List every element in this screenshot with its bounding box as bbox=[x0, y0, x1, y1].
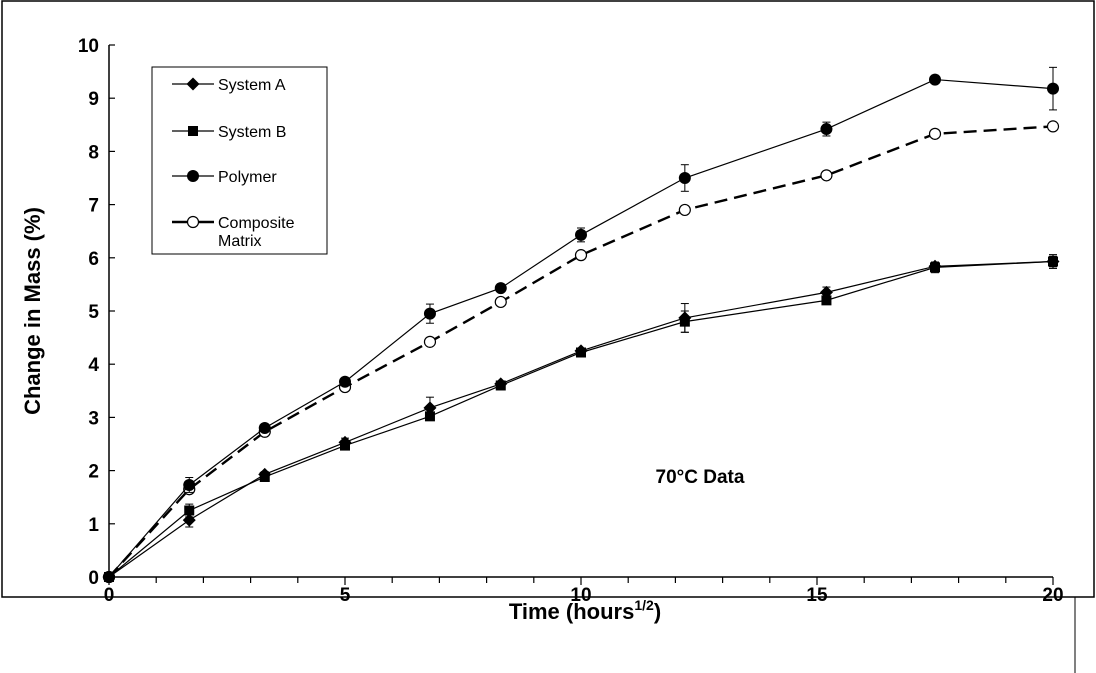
y-tick-label: 10 bbox=[78, 36, 99, 57]
axes: 0 1 2 3 4 5 6 7 8 9 10 0 5 10 15 20 bbox=[78, 36, 1064, 606]
data-point bbox=[821, 295, 832, 306]
legend-item-system-b: System B bbox=[172, 124, 286, 141]
data-point bbox=[928, 127, 942, 140]
data-point bbox=[820, 123, 833, 136]
x-axis-title-sup: 1/2 bbox=[634, 597, 654, 613]
legend-item-polymer: Polymer bbox=[172, 169, 277, 186]
y-tick-label: 5 bbox=[88, 302, 99, 323]
y-tick-label: 6 bbox=[88, 249, 99, 270]
legend-marker bbox=[186, 215, 200, 229]
data-point bbox=[495, 380, 506, 391]
legend-item-system-a: System A bbox=[172, 77, 286, 94]
data-point bbox=[930, 262, 940, 273]
x-tick-label: 15 bbox=[806, 585, 828, 606]
y-tick-label: 0 bbox=[88, 568, 99, 589]
data-point bbox=[423, 307, 436, 320]
series-polymer bbox=[103, 66, 1059, 583]
data-point bbox=[423, 401, 437, 415]
y-tick-label: 3 bbox=[88, 408, 99, 429]
y-tick-label: 7 bbox=[88, 196, 99, 217]
legend-marker bbox=[186, 77, 200, 91]
data-point bbox=[258, 422, 271, 435]
data-point bbox=[820, 169, 833, 182]
x-tick-label: 0 bbox=[104, 585, 115, 606]
legend-marker bbox=[187, 170, 199, 182]
data-point bbox=[1048, 256, 1058, 267]
data-point bbox=[259, 471, 270, 482]
y-tick-label: 8 bbox=[88, 142, 99, 163]
data-point bbox=[574, 249, 588, 262]
data-point bbox=[678, 203, 691, 217]
data-point bbox=[1046, 120, 1060, 133]
data-point bbox=[1047, 82, 1059, 95]
data-point bbox=[183, 478, 196, 491]
x-axis-title-main: Time (hours bbox=[509, 599, 635, 624]
x-tick-label: 5 bbox=[340, 585, 351, 606]
data-point bbox=[678, 172, 691, 184]
legend-label: System A bbox=[218, 77, 286, 94]
data-point bbox=[424, 411, 435, 422]
series-layer bbox=[102, 66, 1060, 584]
data-point bbox=[423, 335, 437, 348]
data-point bbox=[575, 228, 587, 241]
annotation-70c: 70°C Data bbox=[656, 467, 745, 488]
data-point bbox=[679, 316, 690, 327]
x-axis-title-end: ) bbox=[654, 599, 661, 624]
legend-label: System B bbox=[218, 124, 286, 141]
data-point bbox=[929, 73, 941, 86]
x-tick-label: 10 bbox=[570, 585, 591, 606]
data-point bbox=[576, 347, 586, 358]
legend-marker bbox=[188, 126, 198, 136]
x-tick-label: 20 bbox=[1042, 585, 1063, 606]
x-axis-title: Time (hours1/2) bbox=[509, 597, 661, 624]
data-point bbox=[494, 282, 507, 295]
data-point bbox=[184, 505, 195, 516]
legend-label: Polymer bbox=[218, 169, 277, 186]
legend-label: Composite bbox=[218, 215, 295, 232]
y-tick-label: 2 bbox=[88, 462, 99, 483]
data-point bbox=[103, 571, 115, 583]
y-tick-label: 9 bbox=[88, 89, 99, 110]
data-point bbox=[494, 295, 507, 309]
data-point bbox=[340, 440, 350, 451]
legend-label: Matrix bbox=[218, 233, 262, 250]
series-system-b bbox=[104, 254, 1058, 582]
data-point bbox=[339, 375, 351, 388]
y-axis-title: Change in Mass (%) bbox=[20, 207, 45, 415]
y-tick-label: 4 bbox=[88, 355, 99, 376]
y-tick-label: 1 bbox=[88, 515, 99, 536]
